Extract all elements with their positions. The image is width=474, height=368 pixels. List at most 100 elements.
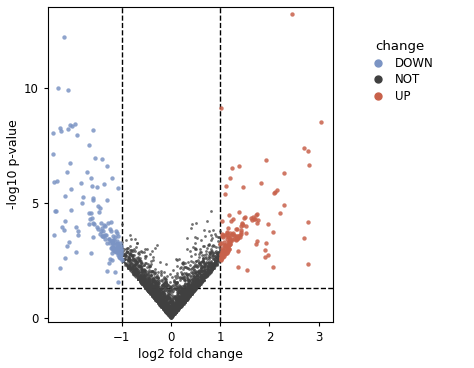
Point [163, 309, 170, 315]
Point [171, 309, 178, 315]
Point [184, 296, 191, 301]
Point [142, 281, 150, 287]
Point [183, 293, 191, 298]
Point [179, 291, 186, 297]
Point [191, 276, 199, 282]
Point [118, 255, 125, 261]
Point [209, 254, 217, 259]
Point [232, 236, 240, 241]
Point [145, 279, 153, 285]
Point [194, 273, 202, 279]
Point [119, 251, 127, 256]
Point [200, 274, 208, 280]
Point [166, 283, 174, 289]
Point [174, 304, 182, 310]
Point [183, 295, 191, 301]
Point [136, 273, 144, 279]
Point [176, 277, 184, 283]
Point [180, 298, 187, 304]
Point [228, 165, 236, 171]
Point [173, 263, 181, 269]
Point [193, 277, 201, 283]
Point [139, 275, 146, 281]
Point [181, 275, 188, 281]
Point [182, 297, 190, 303]
Point [219, 254, 226, 260]
Point [178, 275, 186, 281]
Point [219, 233, 227, 238]
Point [166, 314, 174, 319]
Point [151, 280, 159, 286]
Point [179, 298, 187, 304]
Point [182, 287, 190, 293]
Point [183, 292, 191, 298]
Point [162, 309, 170, 315]
Point [172, 280, 180, 286]
Point [152, 290, 160, 296]
Point [161, 304, 168, 310]
Point [173, 299, 181, 305]
Point [195, 268, 202, 274]
Point [185, 284, 192, 290]
Point [185, 266, 193, 272]
Point [187, 291, 194, 297]
Point [176, 301, 183, 307]
Point [252, 241, 260, 247]
Point [172, 256, 180, 262]
Point [202, 270, 210, 276]
Point [170, 305, 177, 311]
Point [197, 280, 205, 286]
Point [77, 180, 85, 186]
Point [161, 298, 168, 304]
Point [164, 304, 171, 310]
Point [193, 282, 201, 287]
Point [227, 175, 234, 181]
Point [130, 268, 137, 273]
Point [163, 304, 170, 310]
Point [181, 293, 188, 298]
Point [159, 290, 166, 296]
Point [189, 285, 197, 291]
Point [182, 293, 189, 299]
Point [143, 286, 151, 291]
Point [156, 300, 164, 305]
Point [196, 279, 203, 284]
Point [186, 273, 194, 279]
Point [211, 252, 219, 258]
Point [183, 293, 191, 298]
Point [227, 236, 234, 242]
Point [166, 304, 174, 310]
Point [182, 286, 190, 292]
Point [140, 273, 147, 279]
Point [94, 226, 102, 232]
Point [135, 267, 142, 273]
Point [167, 308, 175, 314]
Point [186, 291, 193, 297]
Point [146, 283, 153, 289]
Point [119, 248, 127, 254]
Point [144, 280, 151, 286]
Point [88, 183, 95, 189]
Point [154, 296, 162, 302]
Point [152, 294, 159, 300]
Point [124, 265, 132, 270]
Point [188, 284, 196, 290]
Point [186, 262, 193, 268]
Point [157, 268, 165, 273]
Point [173, 305, 181, 311]
Point [189, 280, 197, 286]
Point [177, 302, 184, 308]
Point [209, 252, 216, 258]
Point [129, 266, 137, 272]
Point [175, 295, 183, 301]
Point [190, 286, 198, 292]
Point [239, 222, 246, 228]
Point [152, 280, 160, 286]
Point [128, 263, 136, 269]
Point [151, 274, 158, 280]
Point [147, 282, 155, 288]
Point [117, 255, 124, 261]
Point [158, 304, 165, 310]
Point [180, 300, 188, 306]
Point [190, 276, 198, 282]
